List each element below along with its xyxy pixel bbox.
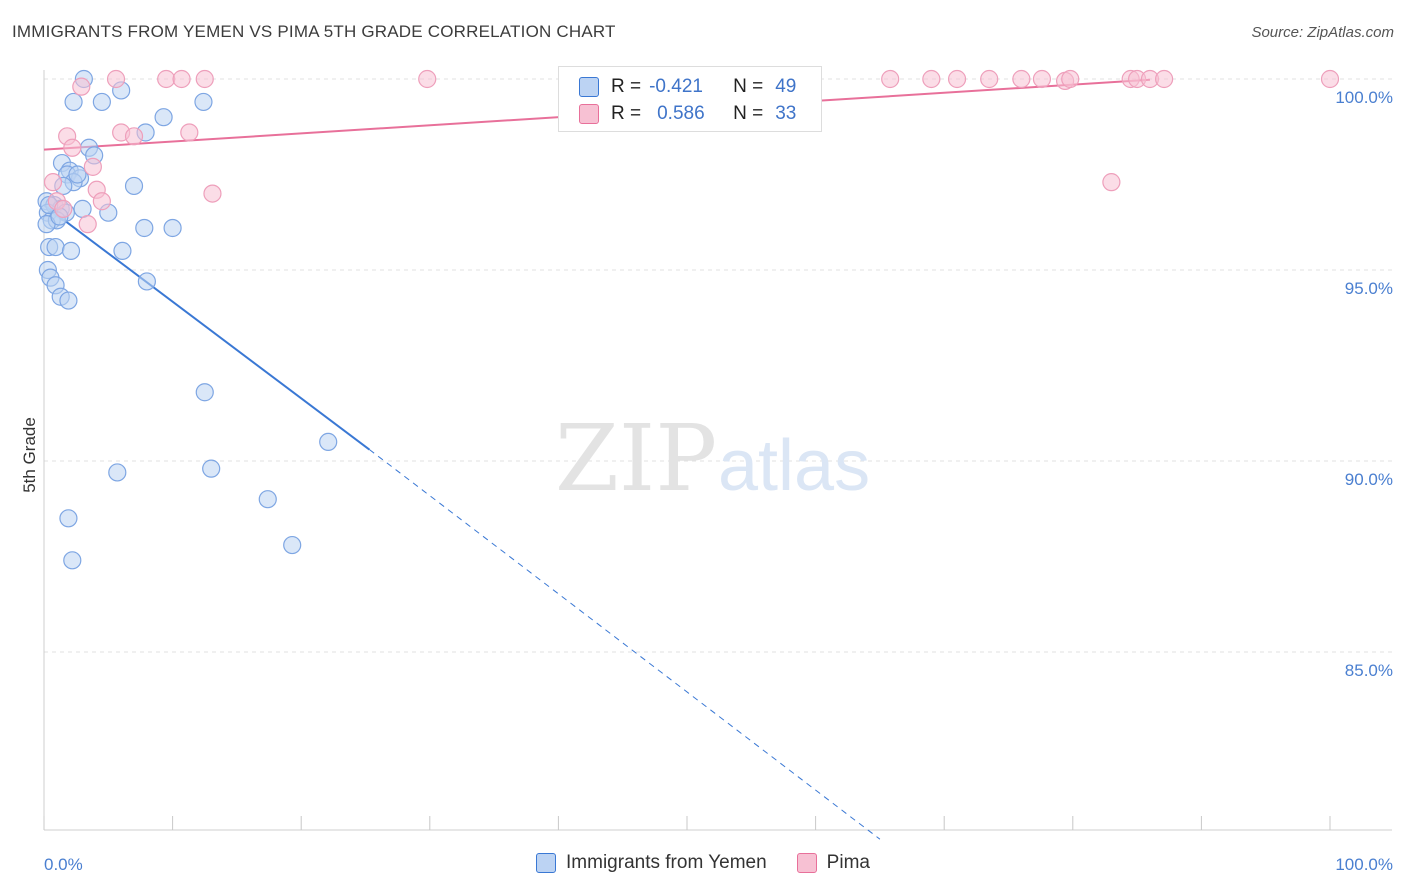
y-tick-label: 85.0% [1345,661,1393,680]
data-point-pima [881,69,900,89]
legend-r-value: -0.421 [649,76,703,97]
data-point-pima [83,157,102,176]
data-point-pima [92,192,111,211]
trend-line-yemen [43,204,370,451]
series-legend-pima[interactable]: Pima [796,852,870,874]
data-point-pima [1102,173,1121,192]
correlation-legend: R = -0.421 N = 49 R = 0.586 N = 33 [558,66,822,132]
data-point-yemen [283,535,302,555]
legend-row-yemen: R = -0.421 N = 49 [579,74,796,100]
tick-labels: 100.0% 95.0% 90.0% 85.0% 0.0% 100.0% [44,88,1393,874]
legend-swatch-yemen [579,77,599,97]
data-point-yemen [68,165,87,184]
data-point-pima [947,69,967,89]
x-tick-label: 100.0% [1335,855,1393,874]
data-point-yemen [137,272,156,291]
data-point-pima [1320,69,1340,89]
legend-r-label: R = [611,76,642,97]
legend-swatch-pima [579,104,599,124]
data-point-yemen [194,92,213,112]
series-label-pima: Pima [826,852,870,873]
data-point-pima [78,215,97,234]
data-point-yemen [163,218,182,238]
data-point-pima [1155,69,1174,89]
data-point-pima [203,184,222,203]
watermark-atlas: atlas [718,426,870,506]
data-point-yemen [64,92,83,112]
data-point-pima [124,127,144,146]
data-point-pima [1012,69,1031,89]
data-point-yemen [108,463,127,482]
data-point-yemen [202,459,221,478]
y-tick-label: 100.0% [1335,88,1393,107]
data-point-yemen [195,383,214,402]
series-legend-yemen[interactable]: Immigrants from Yemen [536,852,767,874]
legend-n-label: N = [733,76,764,97]
data-points [37,69,1340,570]
legend-n-label: N = [733,103,764,124]
trend-line-yemen-extension [369,449,881,840]
data-point-pima [106,69,126,89]
series-legend: Immigrants from Yemen Pima [0,852,1406,874]
axes [43,70,1392,831]
data-point-yemen [46,237,65,257]
data-point-pima [157,69,176,89]
legend-r-label: R = [611,103,642,124]
data-point-pima [1032,69,1052,89]
data-point-pima [172,69,191,89]
y-axis-label: 5th Grade [20,417,39,493]
data-point-yemen [258,490,277,509]
data-point-yemen [61,241,81,260]
data-point-pima [43,173,63,192]
data-point-pima [63,138,82,157]
legend-n-value: 49 [775,76,797,97]
data-point-yemen [154,108,173,127]
data-point-yemen [124,176,144,196]
data-point-pima [980,69,999,89]
data-point-pima [72,77,91,96]
legend-n-value: 33 [775,103,797,124]
data-point-yemen [113,241,132,260]
data-point-pima [418,69,437,89]
source-credit: Source: ZipAtlas.com [1251,24,1394,41]
series-swatch-yemen [536,853,557,873]
watermark-zip: ZIP [555,405,717,512]
series-swatch-pima [796,853,817,873]
grid-lines [44,78,1392,653]
chart-title: IMMIGRANTS FROM YEMEN VS PIMA 5TH GRADE … [12,22,616,41]
data-point-yemen [135,218,154,238]
data-point-yemen [59,509,78,528]
data-point-yemen [319,432,338,451]
data-point-pima [922,69,941,89]
data-point-yemen [73,199,92,218]
x-tick-label: 0.0% [44,855,83,874]
data-point-pima [1061,69,1080,89]
legend-row-pima: R = 0.586 N = 33 [579,101,796,127]
legend-r-value: 0.586 [657,103,705,124]
data-point-pima [195,69,214,89]
watermark: ZIP atlas [555,405,870,512]
data-point-yemen [92,92,111,112]
y-tick-label: 90.0% [1345,470,1393,489]
data-point-pima [180,123,199,142]
data-point-pima [54,199,73,218]
data-point-yemen [63,551,82,570]
y-tick-label: 95.0% [1345,279,1393,298]
data-point-yemen [59,291,78,310]
series-label-yemen: Immigrants from Yemen [566,852,767,873]
